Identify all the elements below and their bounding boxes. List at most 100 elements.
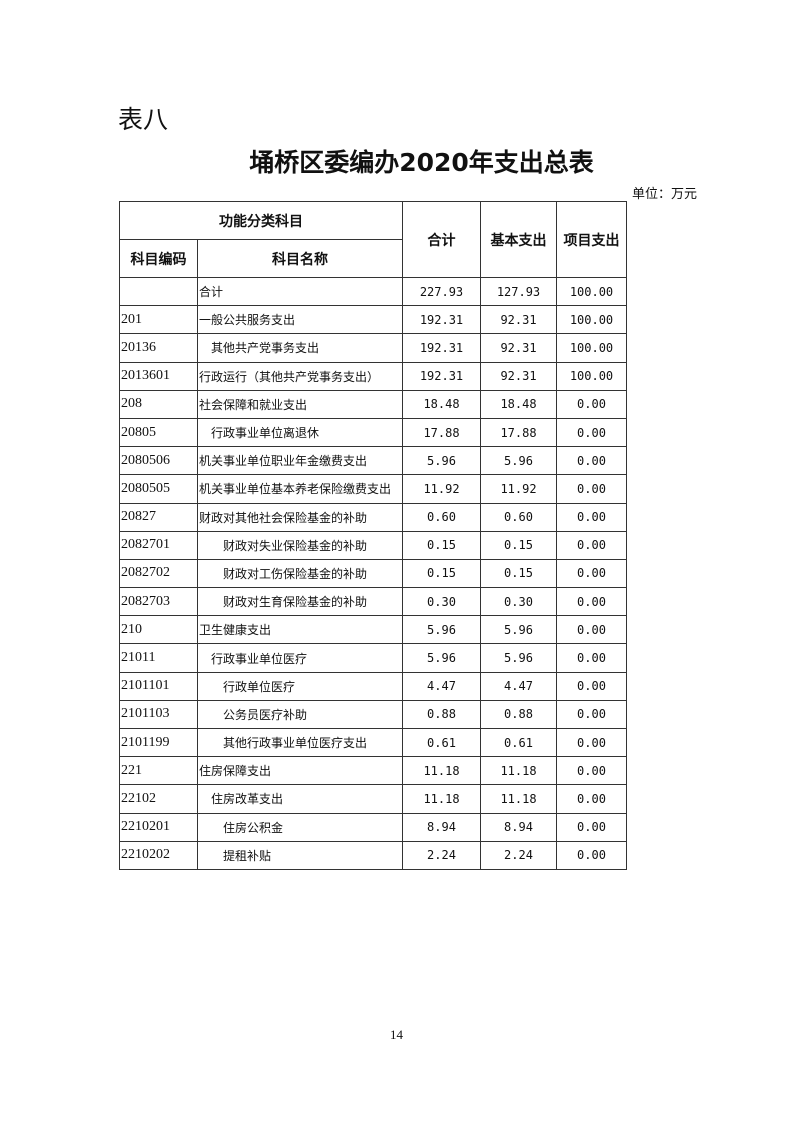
cell-project: 0.00 xyxy=(556,699,627,730)
cell-code: 20805 xyxy=(119,417,198,448)
cell-basic: 5.96 xyxy=(480,446,557,476)
cell-total: 11.18 xyxy=(402,784,481,814)
table-row: 2080505 机关事业单位基本养老保险缴费支出 11.92 11.92 0.00 xyxy=(119,474,627,504)
cell-total: 4.47 xyxy=(402,671,481,701)
cell-basic: 0.60 xyxy=(480,502,557,532)
cell-code: 20136 xyxy=(119,333,198,363)
cell-total: 2.24 xyxy=(402,840,481,870)
cell-total: 0.60 xyxy=(402,502,481,532)
cell-basic: 0.88 xyxy=(480,699,557,730)
cell-name: 其他行政事业单位医疗支出 xyxy=(197,727,403,758)
cell-basic: 17.88 xyxy=(480,417,557,448)
cell-name: 行政事业单位医疗 xyxy=(197,643,403,673)
cell-name: 行政事业单位离退休 xyxy=(197,417,403,448)
table-row: 21011 行政事业单位医疗 5.96 5.96 0.00 xyxy=(119,643,627,673)
cell-name: 其他共产党事务支出 xyxy=(197,333,403,363)
table-row: 20805 行政事业单位离退休 17.88 17.88 0.00 xyxy=(119,417,627,448)
cell-name: 行政运行（其他共产党事务支出） xyxy=(197,361,403,391)
cell-name: 住房保障支出 xyxy=(197,756,403,786)
cell-project: 0.00 xyxy=(556,643,627,673)
cell-code: 201 xyxy=(119,305,198,335)
cell-name: 机关事业单位基本养老保险缴费支出 xyxy=(197,474,403,504)
cell-basic: 5.96 xyxy=(480,615,557,645)
cell-project: 100.00 xyxy=(556,333,627,363)
cell-name: 提租补贴 xyxy=(197,840,403,870)
header-project: 项目支出 xyxy=(556,201,627,278)
cell-name: 一般公共服务支出 xyxy=(197,305,403,335)
table-row: 2082702 财政对工伤保险基金的补助 0.15 0.15 0.00 xyxy=(119,558,627,589)
cell-project: 0.00 xyxy=(556,502,627,532)
cell-total: 227.93 xyxy=(402,276,481,307)
cell-total: 192.31 xyxy=(402,333,481,363)
cell-basic: 8.94 xyxy=(480,812,557,842)
cell-code: 2210201 xyxy=(119,812,198,842)
table-row: 2082703 财政对生育保险基金的补助 0.30 0.30 0.00 xyxy=(119,587,627,617)
cell-total: 5.96 xyxy=(402,615,481,645)
cell-code: 22102 xyxy=(119,784,198,814)
cell-total: 0.88 xyxy=(402,699,481,730)
cell-project: 100.00 xyxy=(556,276,627,307)
cell-code: 2082702 xyxy=(119,558,198,589)
header-function-category: 功能分类科目 xyxy=(119,201,403,240)
cell-total: 0.15 xyxy=(402,558,481,589)
cell-project: 0.00 xyxy=(556,840,627,870)
cell-name: 财政对其他社会保险基金的补助 xyxy=(197,502,403,532)
cell-project: 0.00 xyxy=(556,812,627,842)
cell-name: 社会保障和就业支出 xyxy=(197,389,403,419)
table-row: 221 住房保障支出 11.18 11.18 0.00 xyxy=(119,756,627,786)
cell-name: 财政对失业保险基金的补助 xyxy=(197,530,403,560)
table-row: 2082701 财政对失业保险基金的补助 0.15 0.15 0.00 xyxy=(119,530,627,560)
cell-code: 2082701 xyxy=(119,530,198,560)
cell-project: 0.00 xyxy=(556,615,627,645)
cell-total: 0.30 xyxy=(402,587,481,617)
cell-basic: 92.31 xyxy=(480,305,557,335)
cell-code: 2013601 xyxy=(119,361,198,391)
page-number: 14 xyxy=(390,1027,403,1042)
cell-name: 合计 xyxy=(197,276,403,307)
table-row: 201 一般公共服务支出 192.31 92.31 100.00 xyxy=(119,305,627,335)
cell-basic: 0.61 xyxy=(480,727,557,758)
table-row: 2101101 行政单位医疗 4.47 4.47 0.00 xyxy=(119,671,627,701)
cell-basic: 92.31 xyxy=(480,333,557,363)
cell-name: 财政对工伤保险基金的补助 xyxy=(197,558,403,589)
cell-total: 11.92 xyxy=(402,474,481,504)
cell-basic: 0.15 xyxy=(480,530,557,560)
cell-project: 100.00 xyxy=(556,361,627,391)
cell-total: 8.94 xyxy=(402,812,481,842)
cell-name: 财政对生育保险基金的补助 xyxy=(197,587,403,617)
cell-code: 21011 xyxy=(119,643,198,673)
cell-code xyxy=(119,276,198,307)
cell-project: 0.00 xyxy=(556,558,627,589)
cell-total: 192.31 xyxy=(402,361,481,391)
cell-basic: 5.96 xyxy=(480,643,557,673)
page-title: 埇桥区委编办2020年支出总表 xyxy=(249,148,594,177)
cell-code: 2080505 xyxy=(119,474,198,504)
cell-name: 机关事业单位职业年金缴费支出 xyxy=(197,446,403,476)
table-row: 2101103 公务员医疗补助 0.88 0.88 0.00 xyxy=(119,699,627,730)
cell-project: 0.00 xyxy=(556,474,627,504)
table-label: 表八 xyxy=(118,105,169,134)
table-row: 210 卫生健康支出 5.96 5.96 0.00 xyxy=(119,615,627,645)
cell-total: 0.15 xyxy=(402,530,481,560)
table-row: 2210201 住房公积金 8.94 8.94 0.00 xyxy=(119,812,627,842)
cell-total: 5.96 xyxy=(402,446,481,476)
cell-project: 0.00 xyxy=(556,727,627,758)
cell-code: 2210202 xyxy=(119,840,198,870)
cell-basic: 11.18 xyxy=(480,756,557,786)
header-code: 科目编码 xyxy=(119,239,198,278)
cell-basic: 2.24 xyxy=(480,840,557,870)
cell-basic: 0.30 xyxy=(480,587,557,617)
table-row: 20136 其他共产党事务支出 192.31 92.31 100.00 xyxy=(119,333,627,363)
table-row: 208 社会保障和就业支出 18.48 18.48 0.00 xyxy=(119,389,627,419)
expenditure-table: 功能分类科目 合计 基本支出 项目支出 科目编码 科目名称 合计 227.93 12… xyxy=(119,201,627,870)
table-row: 2101199 其他行政事业单位医疗支出 0.61 0.61 0.00 xyxy=(119,727,627,758)
cell-code: 221 xyxy=(119,756,198,786)
cell-project: 0.00 xyxy=(556,446,627,476)
cell-name: 住房公积金 xyxy=(197,812,403,842)
cell-project: 0.00 xyxy=(556,756,627,786)
cell-project: 0.00 xyxy=(556,784,627,814)
cell-project: 100.00 xyxy=(556,305,627,335)
table-body: 合计 227.93 127.93 100.00 201 一般公共服务支出 192.31 92.… xyxy=(119,276,627,870)
cell-basic: 11.18 xyxy=(480,784,557,814)
table-row: 22102 住房改革支出 11.18 11.18 0.00 xyxy=(119,784,627,814)
